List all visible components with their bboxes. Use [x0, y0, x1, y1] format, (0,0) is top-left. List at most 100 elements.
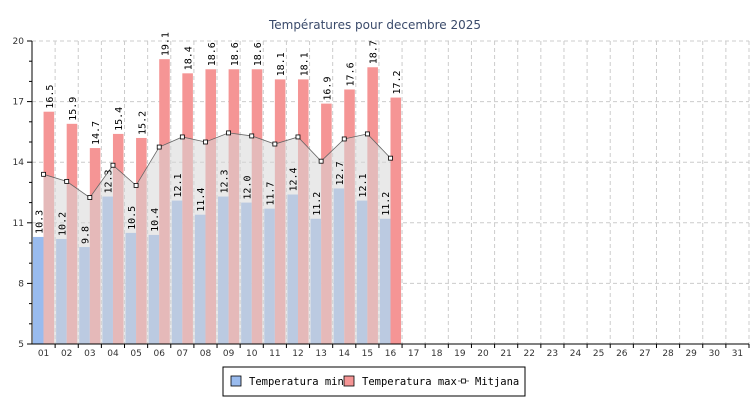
data-label-min: 10.2	[57, 212, 68, 236]
data-label-max: 19.1	[160, 32, 171, 56]
average-point	[203, 139, 208, 145]
average-point	[272, 141, 278, 147]
data-label-min: 10.3	[34, 210, 45, 234]
data-label-max: 15.4	[114, 107, 125, 131]
data-label-min: 10.4	[150, 208, 161, 232]
average-point	[87, 195, 93, 200]
average-point	[364, 131, 370, 137]
data-label-max: 17.6	[346, 62, 357, 86]
data-label-min: 12.3	[219, 169, 230, 193]
data-label-max: 18.6	[230, 42, 241, 66]
data-label-min: 11.2	[381, 192, 392, 216]
x-tick-label: 21	[500, 349, 511, 359]
x-tick-label: 26	[616, 349, 628, 359]
y-tick-label: 11	[13, 219, 24, 229]
chart-title: Températures pour decembre 2025	[268, 18, 481, 32]
data-label-min: 11.7	[266, 182, 277, 206]
data-label-min: 12.7	[335, 161, 346, 185]
data-label-min: 12.4	[289, 167, 300, 191]
data-label-min: 12.1	[173, 173, 184, 197]
average-point	[295, 134, 301, 140]
x-tick-label: 16	[385, 349, 397, 359]
x-tick-label: 15	[362, 349, 373, 359]
legend-label-avg: Mitjana	[475, 376, 519, 388]
x-tick-label: 05	[130, 349, 141, 359]
data-label-max: 14.7	[91, 121, 102, 145]
data-label-max: 18.1	[276, 52, 287, 76]
average-point	[110, 162, 116, 168]
x-tick-label: 28	[662, 349, 674, 359]
y-tick-label: 8	[18, 279, 24, 289]
legend-label-min: Temperatura min	[249, 376, 344, 388]
average-area	[41, 130, 393, 344]
data-label-max: 18.7	[369, 40, 380, 64]
data-label-min: 12.1	[358, 173, 369, 197]
average-point	[388, 155, 393, 161]
data-label-min: 9.8	[81, 226, 92, 244]
bar-max	[390, 97, 402, 344]
legend: Temperatura min Temperatura max Mitjana	[222, 366, 526, 397]
x-tick-label: 13	[315, 349, 326, 359]
x-tick-label: 27	[639, 349, 650, 359]
data-label-min: 11.2	[312, 192, 323, 216]
x-tick-label: 08	[200, 349, 212, 359]
y-tick-label: 14	[13, 158, 25, 168]
x-tick-label: 04	[107, 349, 119, 359]
x-tick-label: 03	[84, 349, 95, 359]
x-tick-label: 20	[477, 349, 489, 359]
data-label-max: 16.5	[45, 85, 56, 109]
average-point	[133, 183, 139, 188]
x-tick-label: 09	[223, 349, 235, 359]
average-point	[179, 134, 185, 140]
legend-swatch-max	[343, 375, 355, 387]
axes: 5 8 11 14 17 20 01 02 03 04 05 06 07 08 09 10 11 12 13 14 15…	[13, 37, 750, 359]
x-tick-label: 02	[61, 349, 72, 359]
x-tick-label: 17	[408, 349, 419, 359]
average-point	[249, 133, 255, 139]
data-label-min: 12.3	[104, 169, 115, 193]
data-label-min: 11.4	[196, 188, 207, 212]
x-tick-label: 25	[593, 349, 604, 359]
x-tick-label: 31	[732, 349, 743, 359]
average-line	[43, 132, 391, 199]
data-label-max: 18.6	[253, 42, 264, 66]
average-fill	[43, 132, 391, 344]
data-labels: 10.3 10.2 9.8 12.3 10.5 10.4 12.1 11.4 12.3 12.0 1…	[34, 32, 403, 244]
legend-marker-avg	[461, 378, 466, 384]
x-tick-label: 24	[570, 349, 582, 359]
average-point	[64, 178, 70, 184]
y-tick-label: 5	[18, 340, 24, 350]
data-label-max: 16.9	[322, 77, 333, 101]
x-tick-label: 29	[685, 349, 697, 359]
x-tick-label: 19	[454, 349, 466, 359]
legend-swatch-min	[230, 375, 242, 387]
average-point	[41, 171, 46, 177]
x-tick-label: 30	[709, 349, 721, 359]
data-label-min: 10.5	[127, 206, 138, 230]
x-tick-label: 22	[524, 349, 535, 359]
data-label-min: 12.0	[242, 176, 253, 200]
x-tick-label: 06	[153, 349, 165, 359]
legend-label-max: Temperatura max	[362, 376, 457, 388]
data-label-max: 15.9	[68, 97, 79, 121]
x-tick-label: 11	[269, 349, 280, 359]
x-tick-label: 07	[177, 349, 188, 359]
bar-min	[33, 236, 44, 344]
data-label-max: 17.2	[392, 70, 403, 94]
x-tick-label: 23	[547, 349, 558, 359]
data-label-max: 15.2	[137, 111, 148, 135]
average-point	[318, 158, 324, 164]
x-tick-label: 12	[292, 349, 303, 359]
average-point	[156, 144, 162, 150]
y-tick-label: 17	[13, 98, 24, 108]
x-tick-label: 14	[339, 349, 351, 359]
data-label-max: 18.6	[207, 42, 218, 66]
y-tick-label: 20	[13, 37, 25, 47]
average-point	[341, 136, 347, 142]
data-label-max: 18.4	[184, 46, 195, 70]
x-tick-label: 01	[38, 349, 49, 359]
average-point	[226, 130, 231, 136]
data-label-max: 18.1	[299, 52, 310, 76]
x-tick-label: 10	[246, 349, 258, 359]
